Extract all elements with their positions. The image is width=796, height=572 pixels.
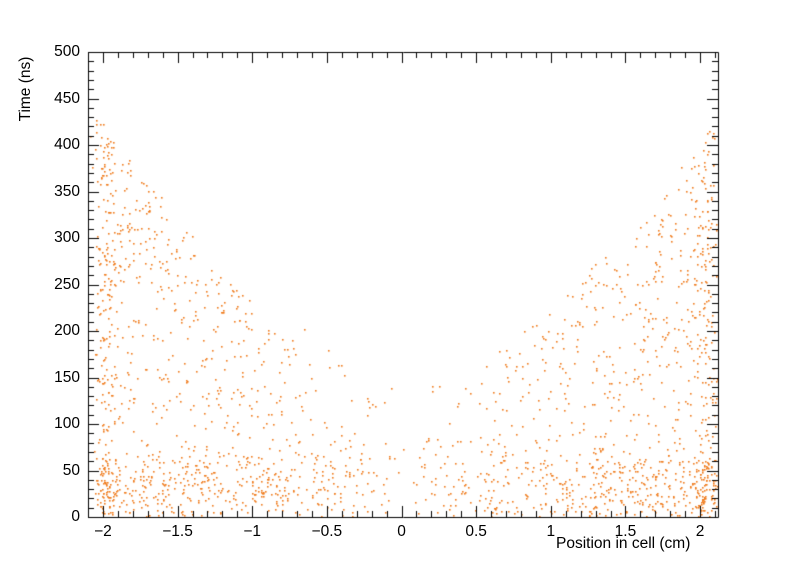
y-tick-label: 0 — [71, 508, 80, 525]
y-tick-label: 100 — [54, 415, 80, 432]
y-tick-label: 450 — [54, 89, 80, 107]
x-tick-label: −0.5 — [311, 523, 343, 540]
y-tick-label: 350 — [54, 182, 80, 200]
y-tick-label: 150 — [54, 368, 80, 386]
x-tick-label: −2 — [94, 523, 112, 540]
x-tick-label: −1.5 — [162, 523, 193, 540]
y-tick-label: 500 — [54, 43, 80, 60]
x-tick-label: 2 — [695, 523, 705, 540]
x-tick-label: 1.5 — [614, 523, 637, 540]
y-tick-label: 250 — [54, 275, 80, 293]
y-tick-label: 400 — [54, 136, 80, 153]
x-tick-label: −1 — [243, 523, 262, 540]
y-tick-label: 200 — [54, 322, 80, 339]
y-tick-label: 50 — [62, 461, 80, 479]
x-axis-title: Position in cell (cm) — [556, 535, 691, 552]
x-tick-label: 0.5 — [465, 523, 487, 540]
y-tick-label: 300 — [54, 229, 80, 246]
x-tick-label: 1 — [546, 523, 556, 540]
x-tick-label: 0 — [397, 523, 406, 540]
